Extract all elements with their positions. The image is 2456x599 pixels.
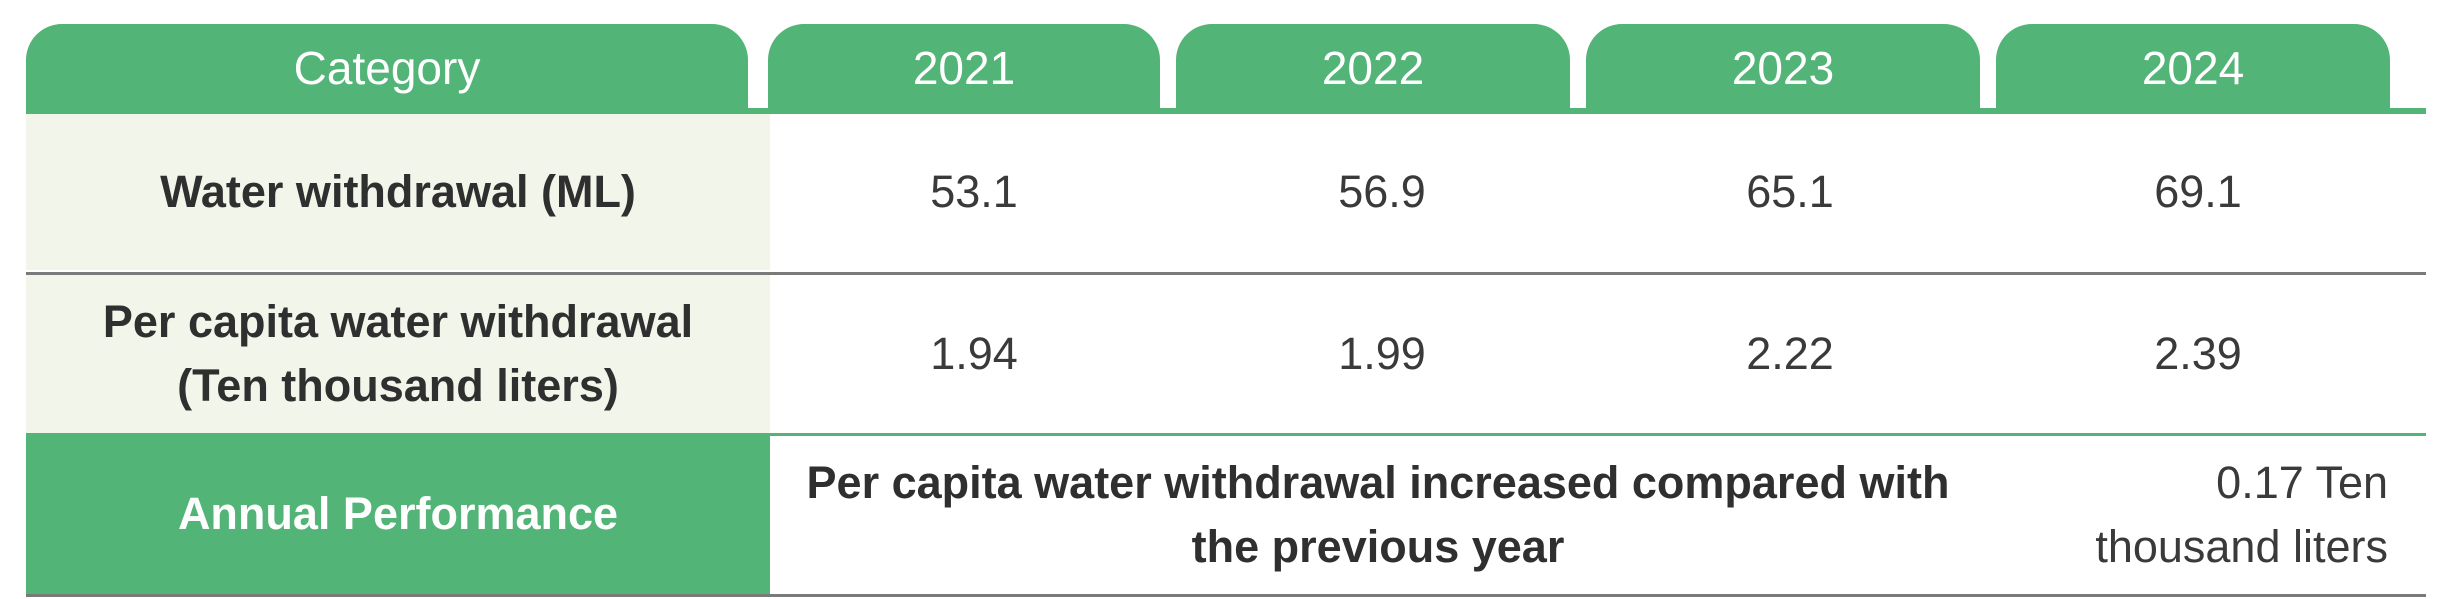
row-label-water-withdrawal: Water withdrawal (ML) xyxy=(26,114,770,270)
header-category: Category xyxy=(26,24,748,112)
table-bottom-rule xyxy=(26,594,2426,597)
annual-performance-value-line2: thousand liters xyxy=(2095,521,2388,572)
header-year-2022: 2022 xyxy=(1176,24,1570,112)
cell-2023-water-withdrawal: 65.1 xyxy=(1746,166,1834,217)
cell-2021-per-capita: 1.94 xyxy=(930,328,1018,379)
header-year-2021: 2021 xyxy=(768,24,1160,112)
performance-top-rule xyxy=(770,433,2426,436)
annual-performance-text-line1: Per capita water withdrawal increased co… xyxy=(806,457,1950,508)
cell-2024-water-withdrawal: 69.1 xyxy=(2154,166,2242,217)
annual-performance-text-line2: the previous year xyxy=(1191,521,1565,572)
cell-2023-per-capita: 2.22 xyxy=(1746,328,1834,379)
row-divider xyxy=(26,272,2426,275)
row-label-per-capita-line1: Per capita water withdrawal xyxy=(102,296,694,347)
row-label-per-capita: Per capita water withdrawal (Ten thousan… xyxy=(26,275,770,433)
annual-performance-value: 0.17 Ten thousand liters xyxy=(1990,436,2388,594)
header-year-2023: 2023 xyxy=(1586,24,1980,112)
annual-performance-label: Annual Performance xyxy=(26,433,770,595)
annual-performance-value-line1: 0.17 Ten xyxy=(2216,457,2388,508)
cell-2024-per-capita: 2.39 xyxy=(2154,328,2242,379)
header-year-2024: 2024 xyxy=(1996,24,2390,112)
annual-performance-text: Per capita water withdrawal increased co… xyxy=(770,436,1986,594)
cell-2021-water-withdrawal: 53.1 xyxy=(930,166,1018,217)
row-label-per-capita-line2: (Ten thousand liters) xyxy=(177,360,619,411)
cell-2022-water-withdrawal: 56.9 xyxy=(1338,166,1426,217)
header-underline xyxy=(26,108,2426,114)
cell-2022-per-capita: 1.99 xyxy=(1338,328,1426,379)
